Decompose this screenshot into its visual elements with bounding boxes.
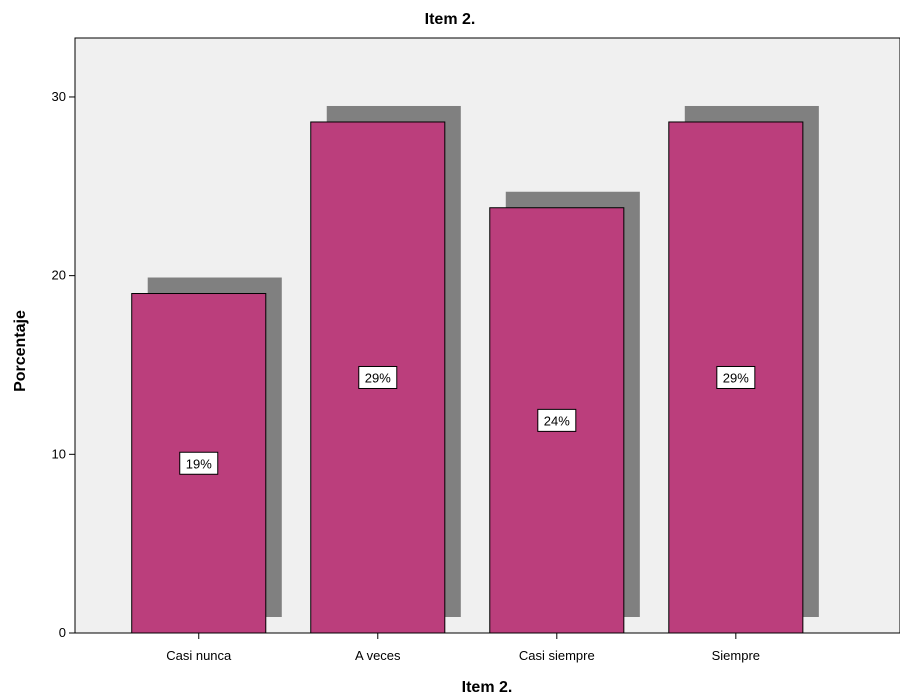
y-tick-label: 20	[52, 268, 66, 283]
x-tick-label: Siempre	[712, 648, 760, 663]
x-axis: Casi nunca A veces Casi siempre Siempre	[75, 632, 900, 663]
data-label-box	[537, 408, 577, 432]
bars-group: 19% 29% 24% 29%	[131, 105, 819, 634]
x-tick-label: Casi nunca	[166, 648, 232, 663]
y-tick-label: 10	[52, 446, 66, 461]
data-label-box	[716, 365, 756, 389]
x-tick-label: A veces	[355, 648, 401, 663]
chart-title: Item 2.	[425, 11, 476, 28]
y-tick-label: 0	[59, 625, 66, 640]
data-label: 19%	[186, 456, 212, 471]
data-label: 29%	[365, 370, 391, 385]
x-tick-label: Casi siempre	[519, 648, 595, 663]
data-label: 24%	[544, 413, 570, 428]
y-axis: 0 10 20 30	[52, 38, 76, 640]
y-tick-label: 30	[52, 89, 66, 104]
data-label-box	[179, 451, 219, 475]
data-label: 29%	[723, 370, 749, 385]
y-axis-title: Porcentaje	[12, 310, 29, 392]
x-axis-title: Item 2.	[462, 679, 513, 696]
data-label-box	[358, 365, 398, 389]
